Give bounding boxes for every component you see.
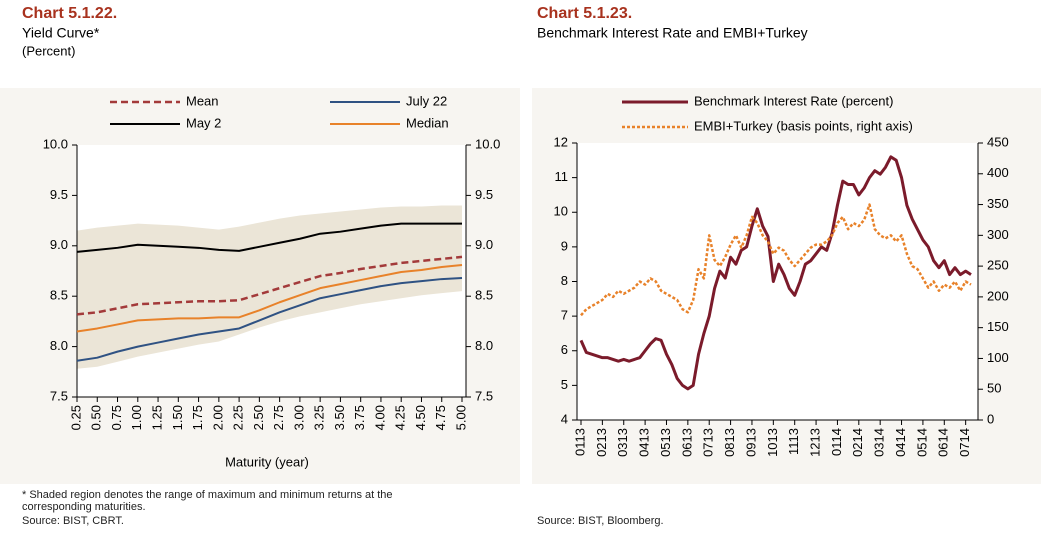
y-tick-label: 7.5 bbox=[50, 388, 68, 403]
x-tick-label: 1213 bbox=[808, 428, 823, 457]
x-tick-label: 4.50 bbox=[413, 405, 428, 430]
x-tick-label: 0313 bbox=[615, 428, 630, 457]
x-axis-label: Maturity (year) bbox=[225, 454, 309, 469]
y2-tick-label: 10.0 bbox=[475, 136, 500, 151]
x-tick-label: 1013 bbox=[765, 428, 780, 457]
footnote: * Shaded region denotes the range of max… bbox=[22, 489, 393, 513]
chart-title: Chart 5.1.23. bbox=[537, 5, 632, 22]
chart-unit: (Percent) bbox=[22, 43, 75, 58]
source: Source: BIST, CBRT. bbox=[22, 515, 124, 527]
legend-label: Benchmark Interest Rate (percent) bbox=[694, 93, 893, 108]
x-tick-label: 0514 bbox=[914, 428, 929, 457]
x-tick-label: 0.75 bbox=[109, 405, 124, 430]
y-tick-label: 4 bbox=[561, 411, 568, 426]
x-tick-label: 0113 bbox=[572, 428, 587, 456]
y-tick-label: 7 bbox=[561, 308, 568, 323]
x-tick-label: 0.25 bbox=[68, 405, 83, 430]
x-tick-label: 2.00 bbox=[210, 405, 225, 430]
y2-tick-label: 9.5 bbox=[475, 187, 493, 202]
y-tick-label: 9.0 bbox=[50, 237, 68, 252]
y-tick-label: 10 bbox=[554, 204, 568, 219]
y2-tick-label: 8.5 bbox=[475, 288, 493, 303]
y-tick-label: 11 bbox=[555, 169, 569, 184]
legend-label: Median bbox=[406, 115, 449, 130]
x-tick-label: 3.50 bbox=[332, 405, 347, 430]
y-tick-label: 5 bbox=[561, 377, 568, 392]
x-tick-label: 1.75 bbox=[190, 405, 205, 430]
y2-tick-label: 400 bbox=[987, 165, 1009, 180]
y2-tick-label: 350 bbox=[987, 196, 1009, 211]
x-tick-label: 3.75 bbox=[352, 405, 367, 430]
legend-label: EMBI+Turkey (basis points, right axis) bbox=[694, 118, 913, 133]
y2-tick-label: 0 bbox=[987, 411, 994, 426]
series-line bbox=[76, 277, 463, 362]
y2-tick-label: 450 bbox=[987, 134, 1009, 149]
x-tick-label: 0713 bbox=[701, 428, 716, 457]
y-tick-label: 10.0 bbox=[43, 136, 68, 151]
legend-label: Mean bbox=[186, 93, 219, 108]
y2-tick-label: 150 bbox=[987, 319, 1009, 334]
series-line bbox=[580, 203, 972, 317]
y-tick-label: 9 bbox=[561, 238, 568, 253]
y2-tick-label: 100 bbox=[987, 350, 1009, 365]
y2-tick-label: 250 bbox=[987, 258, 1009, 273]
x-tick-label: 1.25 bbox=[149, 405, 164, 430]
series-line bbox=[76, 263, 463, 333]
x-tick-label: 4.25 bbox=[393, 405, 408, 430]
series-line bbox=[76, 222, 462, 253]
x-tick-label: 0114 bbox=[829, 428, 844, 456]
x-tick-label: 4.75 bbox=[433, 405, 448, 430]
legend-label: July 22 bbox=[406, 93, 447, 108]
x-tick-label: 0714 bbox=[957, 428, 972, 457]
x-tick-label: 5.00 bbox=[453, 405, 468, 430]
source: Source: BIST, Bloomberg. bbox=[537, 515, 664, 527]
chart-subtitle: Yield Curve* bbox=[22, 25, 100, 41]
x-tick-label: 0213 bbox=[594, 428, 609, 457]
x-tick-label: 0614 bbox=[936, 428, 951, 457]
x-tick-label: 2.50 bbox=[251, 405, 266, 430]
plot-bg bbox=[577, 143, 978, 420]
chart-title: Chart 5.1.22. bbox=[22, 5, 117, 22]
y2-tick-label: 7.5 bbox=[475, 388, 493, 403]
x-tick-label: 0413 bbox=[637, 428, 652, 457]
series-line bbox=[579, 155, 972, 391]
x-tick-label: 3.25 bbox=[312, 405, 327, 430]
y-tick-label: 6 bbox=[561, 342, 568, 357]
x-tick-label: 0414 bbox=[893, 428, 908, 457]
x-tick-label: 1.00 bbox=[129, 405, 144, 430]
y-tick-label: 9.5 bbox=[50, 187, 68, 202]
y2-tick-label: 200 bbox=[987, 288, 1009, 303]
x-tick-label: 3.00 bbox=[291, 405, 306, 430]
x-tick-label: 2.75 bbox=[271, 405, 286, 430]
y2-tick-label: 50 bbox=[987, 381, 1001, 396]
x-tick-label: 0314 bbox=[872, 428, 887, 457]
x-tick-label: 0.50 bbox=[89, 405, 104, 430]
x-tick-label: 1113 bbox=[786, 428, 801, 455]
y-tick-label: 8.5 bbox=[50, 288, 68, 303]
y-tick-label: 8.0 bbox=[50, 338, 68, 353]
y-tick-label: 12 bbox=[554, 134, 568, 149]
legend-label: May 2 bbox=[186, 115, 221, 130]
x-tick-label: 0913 bbox=[743, 428, 758, 457]
x-tick-label: 0613 bbox=[679, 428, 694, 457]
x-tick-label: 0513 bbox=[658, 428, 673, 457]
chart-subtitle: Benchmark Interest Rate and EMBI+Turkey bbox=[537, 25, 808, 41]
y-tick-label: 8 bbox=[561, 273, 568, 288]
x-tick-label: 0214 bbox=[850, 428, 865, 457]
y2-tick-label: 9.0 bbox=[475, 237, 493, 252]
x-tick-label: 1.50 bbox=[170, 405, 185, 430]
y2-tick-label: 8.0 bbox=[475, 338, 493, 353]
y2-tick-label: 300 bbox=[987, 227, 1009, 242]
x-tick-label: 0813 bbox=[722, 428, 737, 457]
x-tick-label: 4.00 bbox=[372, 405, 387, 430]
x-tick-label: 2.25 bbox=[231, 405, 246, 430]
